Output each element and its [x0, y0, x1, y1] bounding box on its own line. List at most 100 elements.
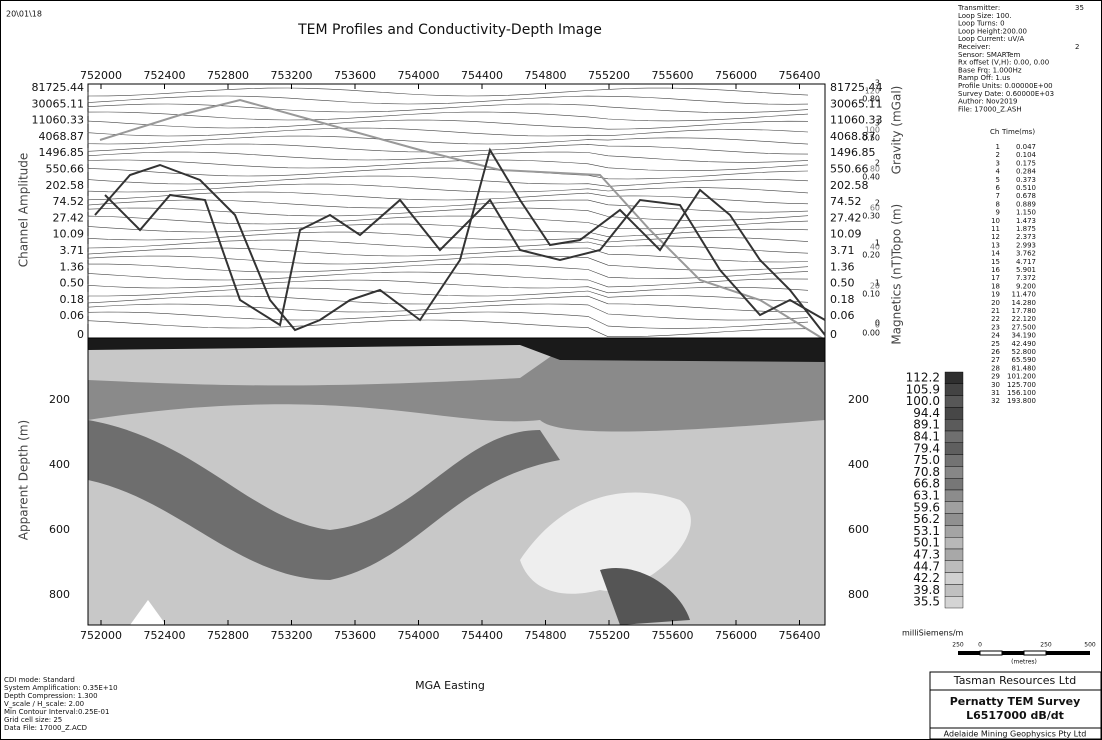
magnetics-tick: 1	[875, 279, 880, 288]
x-tick-label: 754400	[461, 629, 503, 642]
x-tick-label: 752400	[144, 629, 186, 642]
gravity-tick: 0.10	[862, 290, 880, 299]
info-line: Receiver:	[958, 43, 991, 51]
magnetics-tick: 3	[875, 79, 880, 88]
x-tick-label: 755600	[652, 69, 694, 82]
magnetics-tick: 2	[875, 199, 880, 208]
y-tick-label: 1496.85	[39, 146, 85, 159]
y-tick-label: 0.50	[830, 277, 855, 290]
color-swatch	[944, 525, 964, 538]
channel-time: 3.762	[1016, 250, 1036, 258]
decay-curve	[87, 191, 809, 205]
channel-time: 22.120	[1012, 315, 1037, 323]
info-line: Survey Date: 0.60000E+03	[958, 90, 1054, 98]
gravity-tick: 0.20	[862, 251, 880, 260]
color-swatch	[944, 572, 964, 585]
channel-time: 1.150	[1016, 209, 1036, 217]
decay-curve	[87, 87, 809, 97]
channel-header: Ch	[990, 128, 999, 136]
color-swatch	[944, 478, 964, 491]
y-tick-label: 74.52	[53, 195, 85, 208]
channel-number: 25	[991, 340, 1000, 348]
y-tick-label: 1496.85	[830, 146, 876, 159]
color-swatch	[944, 395, 964, 408]
channel-time: 11.470	[1012, 291, 1037, 299]
decay-curve	[87, 247, 809, 263]
channel-number: 32	[991, 397, 1000, 405]
channel-number: 23	[991, 323, 1000, 331]
info-line: File: 17000_Z.ASH	[958, 105, 1022, 113]
depth-tick-label: 600	[848, 523, 869, 536]
decay-curve	[87, 263, 809, 279]
y-tick-label: 0.18	[60, 293, 85, 306]
channel-number: 8	[996, 200, 1000, 208]
contractor: Adelaide Mining Geophysics Pty Ltd	[944, 730, 1087, 739]
magnetics-tick: 1	[875, 239, 880, 248]
topo-profile	[104, 193, 826, 327]
color-swatch	[944, 442, 964, 455]
color-swatch	[944, 454, 964, 467]
y-tick-label: 1.36	[60, 260, 85, 273]
y-axis-title: Apparent Depth (m)	[17, 420, 31, 540]
decay-curve	[87, 119, 809, 130]
color-label: 42.2	[913, 571, 940, 585]
info-line: Loop Turns: 0	[958, 20, 1005, 28]
topo-tick: 120	[865, 87, 880, 96]
channel-time: 0.284	[1016, 168, 1037, 176]
cdi-section	[87, 337, 826, 626]
parameter: Min Contour Interval:0.25E-01	[4, 708, 109, 716]
channel-number: 13	[991, 241, 1000, 249]
channel-number: 2	[996, 151, 1000, 159]
color-swatch	[944, 548, 964, 562]
channel-time: 4.717	[1016, 258, 1036, 266]
x-tick-label: 753600	[334, 629, 376, 642]
channel-number: 9	[996, 209, 1000, 217]
color-swatch	[944, 596, 964, 609]
channel-number: 24	[991, 332, 1000, 340]
x-tick-label: 755600	[652, 629, 694, 642]
channel-time: 125.700	[1007, 381, 1036, 389]
channel-time: 9.200	[1016, 282, 1036, 290]
channel-number: 1	[996, 143, 1000, 151]
gravity-tick: 0.50	[862, 134, 880, 143]
info-line: Loop Current: uV/A	[958, 35, 1024, 43]
channel-number: 26	[991, 348, 1000, 356]
x-axis-title: MGA Easting	[415, 679, 485, 692]
decay-curve	[87, 183, 809, 194]
x-tick-label: 753200	[271, 69, 313, 82]
y-tick-label: 4068.87	[39, 130, 85, 143]
color-label: 94.4	[913, 406, 940, 420]
x-tick-label: 755200	[588, 69, 630, 82]
color-label: 53.1	[913, 524, 940, 538]
topo-tick: 80	[870, 165, 880, 174]
x-tick-label: 755200	[588, 629, 630, 642]
parameter: System Amplification: 0.35E+10	[4, 684, 118, 692]
decay-curve	[87, 103, 809, 113]
decay-curve	[87, 223, 809, 238]
x-tick-label: 754800	[525, 629, 567, 642]
channel-time: 42.490	[1012, 340, 1037, 348]
channel-number: 28	[991, 364, 1000, 372]
channel-time: 1.875	[1016, 225, 1036, 233]
y-tick-label: 0.06	[60, 309, 85, 322]
gravity-tick: 0.30	[862, 212, 880, 221]
color-label: 79.4	[913, 441, 940, 455]
company: Tasman Resources Ltd	[953, 674, 1076, 687]
decay-curve	[87, 135, 809, 145]
x-tick-label: 752400	[144, 69, 186, 82]
channel-time: 7.372	[1016, 274, 1036, 282]
color-swatch	[944, 513, 964, 526]
channel-number: 14	[991, 250, 1000, 258]
decay-curve	[87, 127, 809, 137]
y-tick-label: 27.42	[53, 211, 85, 224]
y-tick-label: 27.42	[830, 211, 862, 224]
channel-time: 0.678	[1016, 192, 1036, 200]
parameter: CDI mode: Standard	[4, 676, 75, 684]
y-tick-label: 4068.87	[830, 130, 876, 143]
decay-curve	[87, 279, 809, 294]
channel-number: 12	[991, 233, 1000, 241]
color-label: 70.8	[913, 465, 940, 479]
topo-tick: 20	[870, 282, 880, 291]
decay-curve	[87, 151, 809, 163]
